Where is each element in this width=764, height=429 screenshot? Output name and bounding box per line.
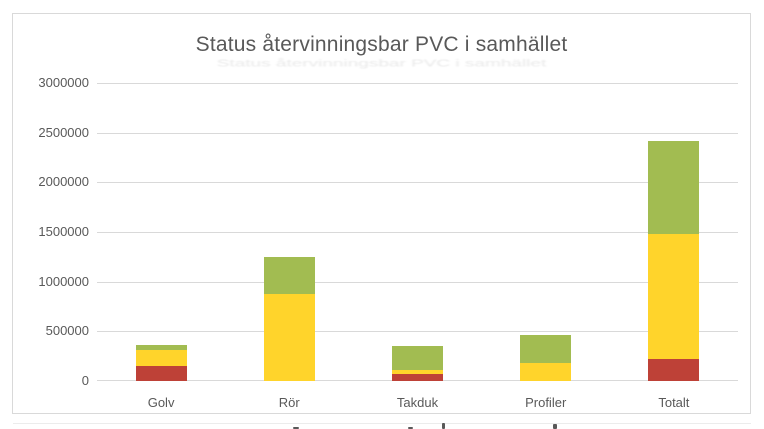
cropped-text-artifact	[293, 427, 299, 429]
cropped-text-artifact	[408, 427, 413, 429]
chart-title[interactable]: Status återvinningsbar PVC i samhället	[195, 33, 568, 56]
plot-area[interactable]	[97, 83, 738, 381]
gridline	[97, 331, 738, 332]
category-label-profiler: Profiler	[525, 395, 567, 410]
y-tick-label: 1000000	[38, 273, 89, 289]
bar-segment-yellow-segment-golv[interactable]	[135, 350, 187, 367]
y-tick-label: 500000	[45, 323, 89, 339]
y-tick-label: 2000000	[38, 174, 89, 190]
bar-segment-red-segment-takduk[interactable]	[392, 374, 443, 381]
gridline	[97, 182, 738, 183]
category-label-takduk: Takduk	[396, 395, 439, 410]
category-label-totalt: Totalt	[658, 395, 690, 410]
y-tick-label: 0	[81, 373, 89, 388]
bar-segment-green-segment-profiler[interactable]	[520, 335, 572, 363]
gridline	[97, 232, 738, 233]
category-label-golv: Golv	[147, 395, 175, 410]
bar-segment-yellow-segment-takduk[interactable]	[392, 370, 443, 375]
gridline	[97, 133, 738, 134]
y-tick-label: 2500000	[38, 124, 89, 140]
bar-segment-yellow-segment-totalt[interactable]	[648, 234, 700, 360]
bar-segment-yellow-segment-rör[interactable]	[263, 294, 315, 381]
bar-segment-green-segment-totalt[interactable]	[648, 140, 700, 234]
bar-segment-yellow-segment-profiler[interactable]	[520, 362, 572, 381]
chart-title-ghost-artifact: Status återvinningsbar PVC i samhället	[216, 57, 547, 69]
bar-segment-red-segment-golv[interactable]	[135, 366, 187, 381]
cropped-text-artifact	[553, 424, 557, 429]
y-tick-label: 1500000	[38, 224, 89, 239]
bar-segment-green-segment-rör[interactable]	[263, 256, 315, 295]
category-label-rör: Rör	[278, 395, 300, 410]
chart-area[interactable]: Status återvinningsbar PVC i samhället S…	[12, 13, 751, 414]
gridline	[97, 83, 738, 84]
y-tick-label: 3000000	[38, 75, 89, 90]
cropped-text-artifact	[442, 423, 445, 429]
bar-segment-green-segment-takduk[interactable]	[392, 346, 443, 371]
gridline	[97, 282, 738, 283]
page-bottom-divider	[13, 423, 751, 424]
bar-segment-red-segment-totalt[interactable]	[648, 359, 700, 381]
bar-segment-green-segment-golv[interactable]	[135, 345, 187, 351]
